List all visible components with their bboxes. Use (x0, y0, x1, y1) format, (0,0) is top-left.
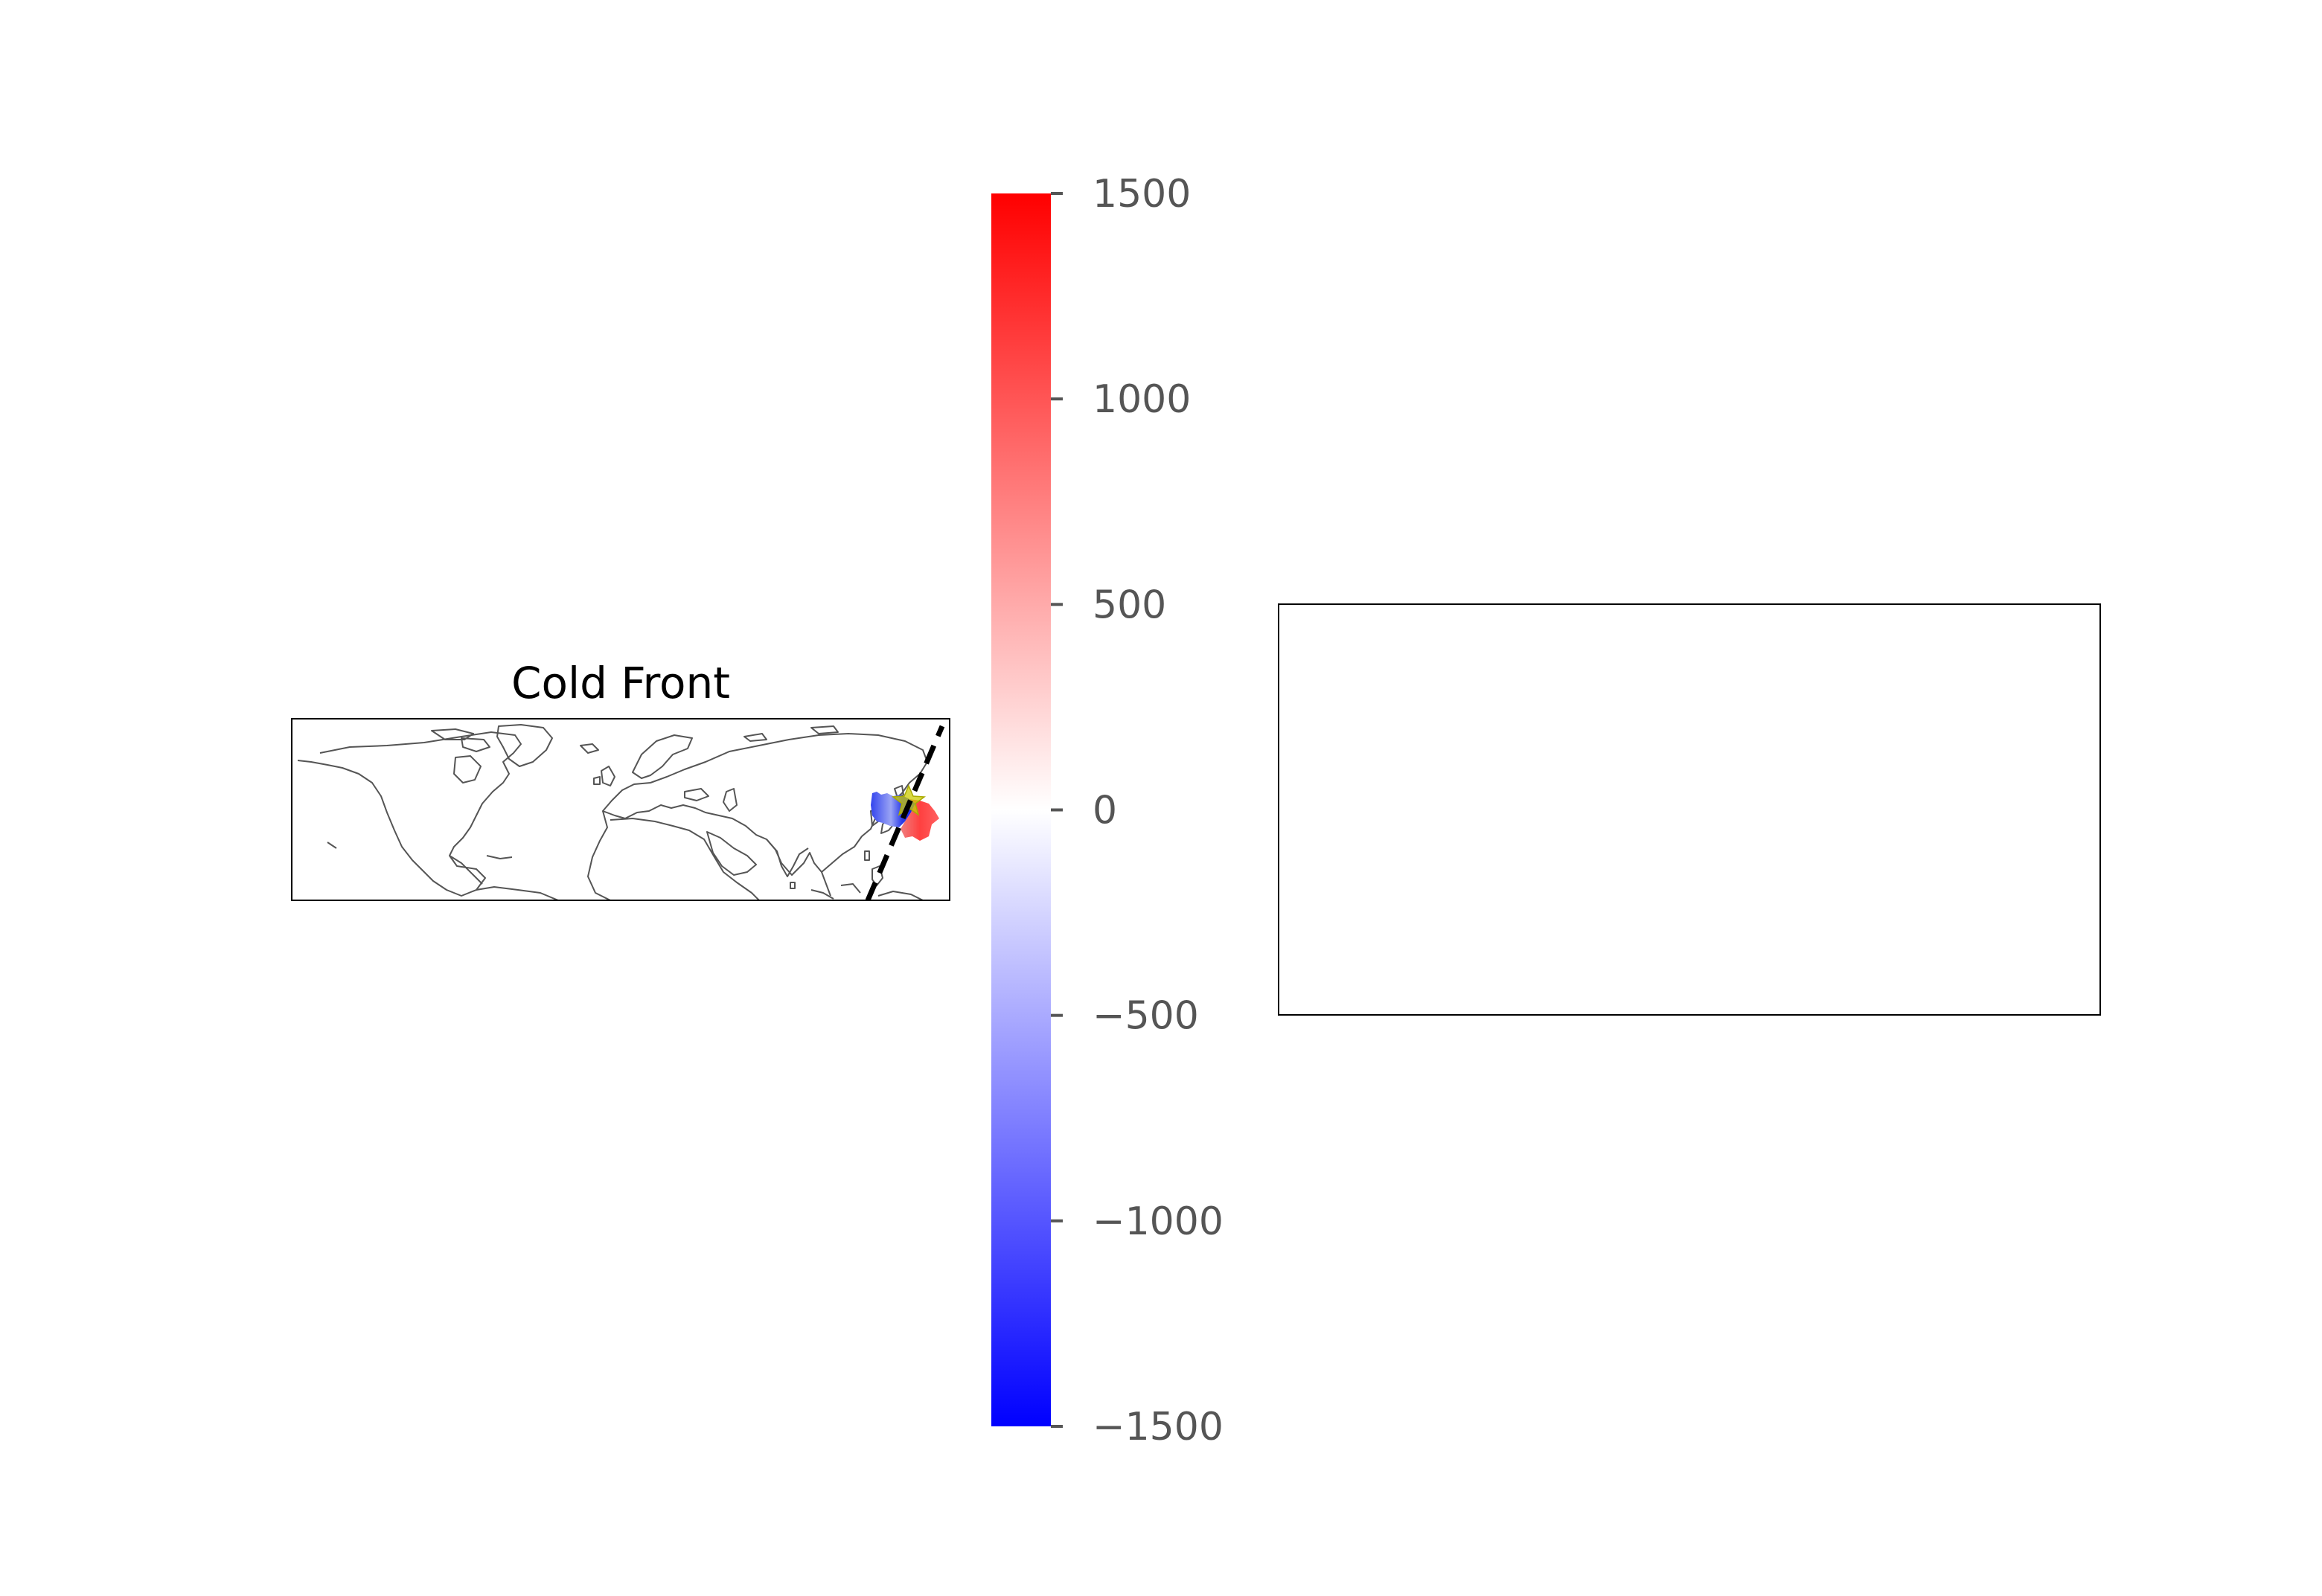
colorbar-tick-label: 1500 (1093, 172, 1191, 217)
colorbar-tick-label: 0 (1093, 789, 1117, 833)
empty-panel (1278, 603, 2101, 1016)
warm-anomaly (901, 799, 939, 841)
colorbar-tick-label: −1000 (1093, 1199, 1224, 1244)
map-frame (291, 718, 950, 901)
map-title: Cold Front (511, 658, 730, 708)
colorbar-tick-label: −1500 (1093, 1405, 1224, 1449)
colorbar-ticks: 1500 1000 500 0 −500 −1000 −1500 (1051, 172, 1224, 1449)
colorbar-tick-label: 1000 (1093, 377, 1191, 422)
map-panel (292, 719, 950, 900)
colorbar: 1500 1000 500 0 −500 −1000 −1500 (991, 172, 1224, 1449)
cold-front-line (865, 725, 945, 900)
colorbar-tick-label: 500 (1093, 583, 1166, 627)
coastlines (297, 724, 928, 900)
colorbar-gradient (991, 193, 1051, 1426)
colorbar-tick-label: −500 (1093, 994, 1199, 1039)
